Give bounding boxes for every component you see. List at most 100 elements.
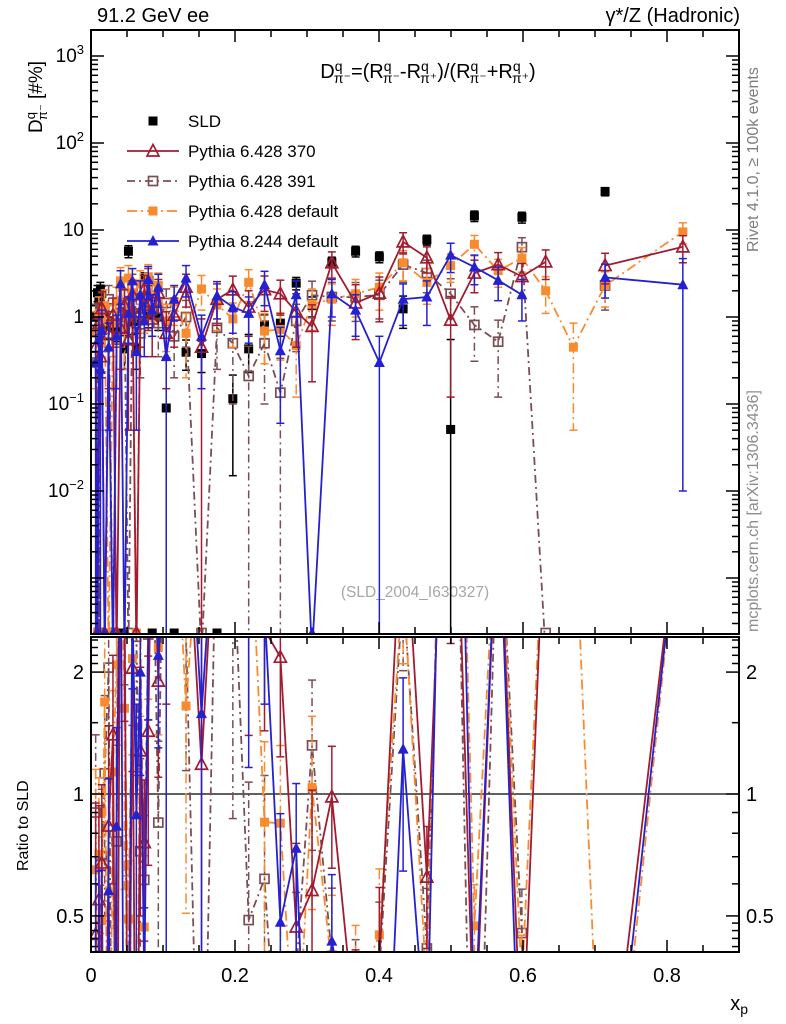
rivet-version-note: Rivet 4.1.0, ≥ 100k events xyxy=(745,67,762,252)
marker-filled-triangle xyxy=(92,356,102,367)
marker-open-triangle xyxy=(419,249,435,264)
mcplots-reference-note: mcplots.cern.ch [arXiv:1306.3436] xyxy=(745,390,762,632)
marker-filled-square xyxy=(422,987,431,996)
marker-open-triangle xyxy=(100,624,110,633)
marker-filled-triangle xyxy=(326,287,338,299)
legend-label: Pythia 8.244 default xyxy=(188,232,339,251)
marker-filled-square xyxy=(197,284,207,294)
axis-tick-label: 0.2 xyxy=(221,965,249,987)
marker-filled-triangle xyxy=(468,261,480,272)
marker-filled-square xyxy=(116,628,126,633)
marker-filled-square xyxy=(600,187,610,197)
marker-filled-square xyxy=(541,474,550,483)
marker-open-square xyxy=(131,638,142,643)
marker-filled-triangle xyxy=(126,274,138,286)
legend-item-pythia-6-428-370: Pythia 6.428 370 xyxy=(127,142,316,161)
marker-filled-square xyxy=(169,628,179,633)
marker-filled-triangle xyxy=(196,330,208,341)
marker-open-square xyxy=(152,817,164,828)
marker-open-triangle xyxy=(136,834,152,849)
marker-open-triangle xyxy=(492,472,504,484)
marker-filled-triangle xyxy=(96,324,108,335)
marker-open-triangle xyxy=(324,254,340,269)
marker-filled-square xyxy=(327,962,336,971)
marker-filled-square xyxy=(112,297,122,307)
marker-open-square xyxy=(469,319,480,331)
marker-filled-square xyxy=(100,301,110,311)
plot-title-formula: Dq π⁻=(Rq π⁻-Rq π⁺)/(Rq π⁻+Rq π⁺) xyxy=(320,58,535,86)
marker-filled-triangle xyxy=(93,333,105,345)
series-pythia-8-244-default xyxy=(92,473,667,970)
marker-open-square xyxy=(351,1003,360,1012)
marker-filled-triangle xyxy=(350,304,362,315)
marker-open-square xyxy=(147,175,159,187)
marker-open-triangle xyxy=(115,472,127,484)
main-panel-data xyxy=(92,186,691,633)
marker-filled-triangle xyxy=(146,304,158,315)
legend-item-sld: SLD xyxy=(148,112,221,131)
axis-tick-label: 0 xyxy=(85,965,96,987)
marker-open-triangle xyxy=(132,624,141,633)
marker-filled-triangle xyxy=(101,627,108,633)
marker-filled-triangle xyxy=(94,363,106,374)
legend-label: Pythia 6.428 default xyxy=(188,202,339,221)
y-axis-decade-label: 10 xyxy=(63,220,84,241)
marker-open-triangle xyxy=(168,472,180,484)
marker-filled-square xyxy=(153,312,163,322)
marker-filled-square xyxy=(541,286,551,296)
marker-open-triangle xyxy=(443,311,459,326)
marker-filled-square xyxy=(104,628,114,633)
marker-open-triangle xyxy=(395,233,411,248)
marker-filled-square xyxy=(213,474,222,483)
marker-filled-square xyxy=(244,277,254,287)
axis-tick-label: 1 xyxy=(73,784,84,806)
marker-filled-square xyxy=(399,575,408,584)
marker-filled-square xyxy=(422,235,432,245)
marker-filled-square xyxy=(307,783,317,793)
marker-open-triangle xyxy=(419,868,435,883)
marker-filled-triangle xyxy=(96,959,107,970)
marker-filled-triangle xyxy=(326,935,338,946)
axis-tick-label: 1 xyxy=(746,784,757,806)
marker-filled-square xyxy=(181,701,191,711)
series-pythia-6-428-default xyxy=(92,474,668,996)
marker-open-triangle xyxy=(371,284,387,299)
marker-filled-triangle xyxy=(212,473,223,484)
marker-open-triangle xyxy=(272,648,288,664)
marker-filled-triangle xyxy=(180,272,192,283)
legend-item-pythia-6-428-default: Pythia 6.428 default xyxy=(127,202,339,221)
marker-filled-triangle xyxy=(147,235,159,246)
legend-label: Pythia 6.428 391 xyxy=(188,172,316,191)
marker-open-square xyxy=(540,627,552,633)
marker-filled-triangle xyxy=(308,627,316,633)
marker-filled-square xyxy=(494,474,503,483)
marker-open-triangle xyxy=(146,472,158,484)
marker-filled-triangle xyxy=(290,842,302,853)
marker-filled-square xyxy=(568,342,578,352)
marker-filled-square xyxy=(351,987,360,996)
marker-open-triangle xyxy=(94,854,110,869)
series-pythia-6-428-391 xyxy=(92,158,609,1012)
y-axis-label: Dqπ⁻ [#%] xyxy=(23,61,50,133)
marker-filled-square xyxy=(181,328,191,338)
marker-filled-triangle xyxy=(290,288,302,300)
marker-filled-triangle xyxy=(168,293,180,304)
marker-filled-triangle xyxy=(493,473,504,484)
axis-tick-label: 2 xyxy=(746,662,757,684)
marker-open-square xyxy=(446,158,455,167)
marker-filled-square xyxy=(469,921,479,931)
ratio-axis-label: Ratio to SLD xyxy=(15,780,32,871)
marker-filled-triangle xyxy=(259,278,271,290)
marker-open-square xyxy=(243,370,255,382)
marker-filled-triangle xyxy=(103,341,115,352)
y-axis-decade-label: 1 xyxy=(73,307,84,328)
marker-filled-triangle xyxy=(211,289,223,301)
marker-open-triangle xyxy=(540,472,552,484)
marker-filled-square xyxy=(181,347,191,357)
marker-filled-triangle xyxy=(142,273,154,284)
marker-filled-triangle xyxy=(516,288,528,300)
marker-open-square xyxy=(123,627,134,633)
marker-open-square xyxy=(492,336,504,348)
marker-filled-square xyxy=(212,628,222,633)
